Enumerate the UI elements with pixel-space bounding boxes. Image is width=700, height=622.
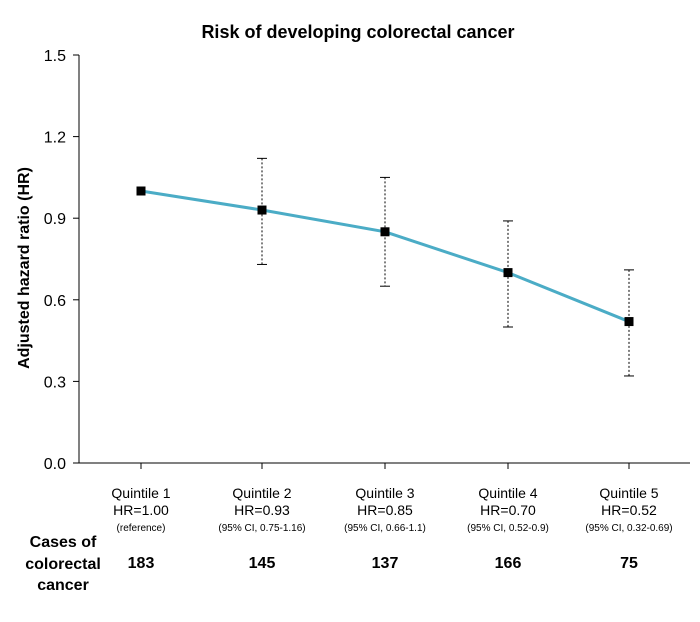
quintile-label: Quintile 2 xyxy=(232,485,291,501)
data-point-marker xyxy=(380,227,390,237)
x-category-labels: Quintile 1HR=1.00(reference)Quintile 2HR… xyxy=(111,485,672,534)
error-bars xyxy=(257,157,634,377)
hr-value-label: HR=0.70 xyxy=(480,502,536,518)
quintile-label: Quintile 5 xyxy=(599,485,658,501)
ci-label: (95% CI, 0.66-1.1) xyxy=(344,523,426,534)
cases-row-label: cancer xyxy=(37,577,89,594)
y-ticks: 0.0 0.3 0.6 0.9 1.2 1.5 xyxy=(44,48,79,473)
y-tick-label: 1.5 xyxy=(44,48,66,65)
cases-row-label: Cases of xyxy=(30,534,97,551)
hr-value-label: HR=0.52 xyxy=(601,502,657,518)
data-point-marker xyxy=(257,205,267,215)
ci-label: (95% CI, 0.32-0.69) xyxy=(585,523,672,534)
case-count: 183 xyxy=(128,555,155,572)
hr-value-label: HR=1.00 xyxy=(113,502,169,518)
quintile-label: Quintile 3 xyxy=(355,485,414,501)
case-count: 166 xyxy=(495,555,522,572)
y-tick-label: 0.3 xyxy=(44,374,66,391)
y-axis-label: Adjusted hazard ratio (HR) xyxy=(16,167,33,369)
hr-value-label: HR=0.93 xyxy=(234,502,290,518)
ci-label: (reference) xyxy=(117,523,166,534)
cases-row: Cases of colorectal cancer 183 145 137 166 75 xyxy=(25,534,638,594)
ci-label: (95% CI, 0.52-0.9) xyxy=(467,523,549,534)
cases-row-label: colorectal xyxy=(25,556,101,573)
ci-label: (95% CI, 0.75-1.16) xyxy=(218,523,305,534)
data-point-marker xyxy=(624,317,634,327)
case-count: 137 xyxy=(372,555,399,572)
y-tick-label: 0.9 xyxy=(44,211,66,228)
y-tick-label: 0.0 xyxy=(44,456,66,473)
data-point-marker xyxy=(503,268,513,278)
y-tick-label: 0.6 xyxy=(44,293,66,310)
case-count: 75 xyxy=(620,555,638,572)
data-markers xyxy=(136,186,634,327)
y-tick-label: 1.2 xyxy=(44,130,66,147)
data-point-marker xyxy=(136,186,146,196)
hr-value-label: HR=0.85 xyxy=(357,502,413,518)
case-count: 145 xyxy=(249,555,276,572)
axes xyxy=(78,55,690,469)
quintile-label: Quintile 4 xyxy=(478,485,537,501)
quintile-label: Quintile 1 xyxy=(111,485,170,501)
chart-title: Risk of developing colorectal cancer xyxy=(201,22,514,42)
